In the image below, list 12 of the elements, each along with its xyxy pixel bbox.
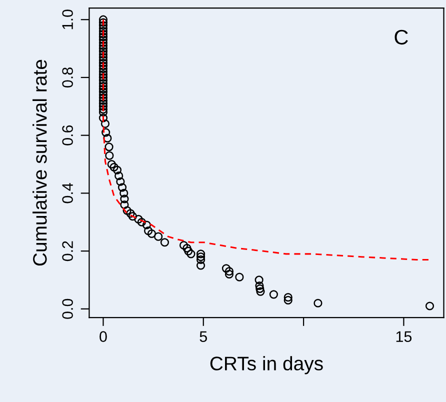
y-tick-label: 0.2 — [62, 241, 73, 262]
y-tick-label: 0.6 — [62, 125, 73, 146]
y-tick-label: 0.8 — [62, 68, 73, 88]
x-axis-title: CRTs in days — [210, 356, 323, 374]
x-tick-label: 0 — [100, 331, 107, 342]
x-tick-label: 5 — [200, 331, 207, 342]
y-tick-label: 0.4 — [62, 183, 73, 204]
annotation: C — [394, 30, 408, 45]
y-axis-title: Cumulative survival rate — [32, 60, 47, 266]
x-tick-label: 15 — [396, 331, 412, 342]
y-tick-label: 1.0 — [62, 10, 73, 30]
y-tick-label: 0.0 — [62, 298, 73, 319]
